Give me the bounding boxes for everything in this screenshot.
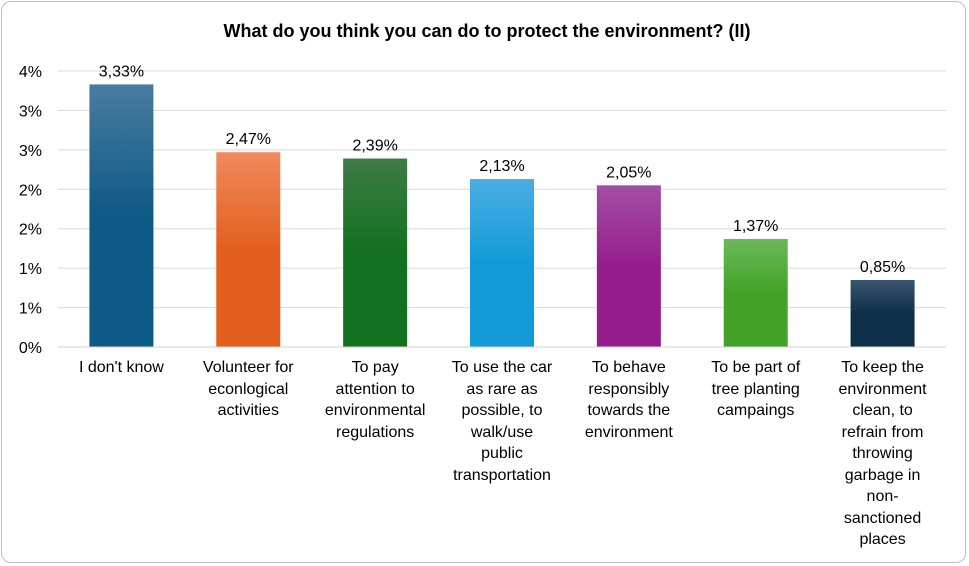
data-label: 2,47% [226, 131, 271, 148]
y-tick-label: 3% [19, 143, 42, 160]
bar-3 [343, 158, 408, 347]
y-tick-label: 2% [19, 222, 42, 239]
y-tick-label: 1% [19, 261, 42, 278]
x-tick-label: I don't know [78, 359, 164, 376]
y-tick-label: 2% [19, 182, 42, 199]
bars [89, 84, 915, 348]
y-tick-label: 3% [19, 103, 42, 120]
bar-7 [850, 279, 915, 347]
data-label: 1,37% [733, 218, 778, 235]
data-label: 2,39% [352, 138, 397, 155]
data-label: 0,85% [860, 259, 905, 276]
x-tick-label: To be part of tree planting campaings [711, 359, 801, 419]
y-axis-ticks: 0% 1% 1% 2% 2% 3% 3% 4% [19, 64, 42, 357]
x-tick-label: To behave responsibly towards the environme… [584, 359, 673, 441]
x-tick-label: To pay attention to environmental regulatio… [324, 359, 426, 441]
data-label: 3,33% [99, 63, 144, 80]
x-tick-label: Volunteer for econlogical activities [202, 359, 294, 419]
data-label: 2,13% [479, 158, 524, 175]
y-tick-label: 1% [19, 301, 42, 318]
bar-5 [596, 185, 661, 347]
y-tick-label: 4% [19, 64, 42, 81]
bar-4 [470, 179, 534, 347]
x-tick-label: To keep the environment clean, to refrain f… [838, 359, 927, 548]
data-labels: 3,33% 2,47% 2,39% 2,13% 2,05% 1,37% 0,85% [99, 63, 906, 276]
bar-1 [89, 84, 154, 348]
data-label: 2,05% [606, 164, 651, 181]
x-tick-label: To use the car as rare as possible, to walk… [451, 359, 553, 484]
bar-6 [723, 238, 788, 347]
y-tick-label: 0% [19, 340, 42, 357]
bar-2 [216, 152, 281, 347]
chart-title: What do you think you can do to protect … [224, 21, 751, 41]
